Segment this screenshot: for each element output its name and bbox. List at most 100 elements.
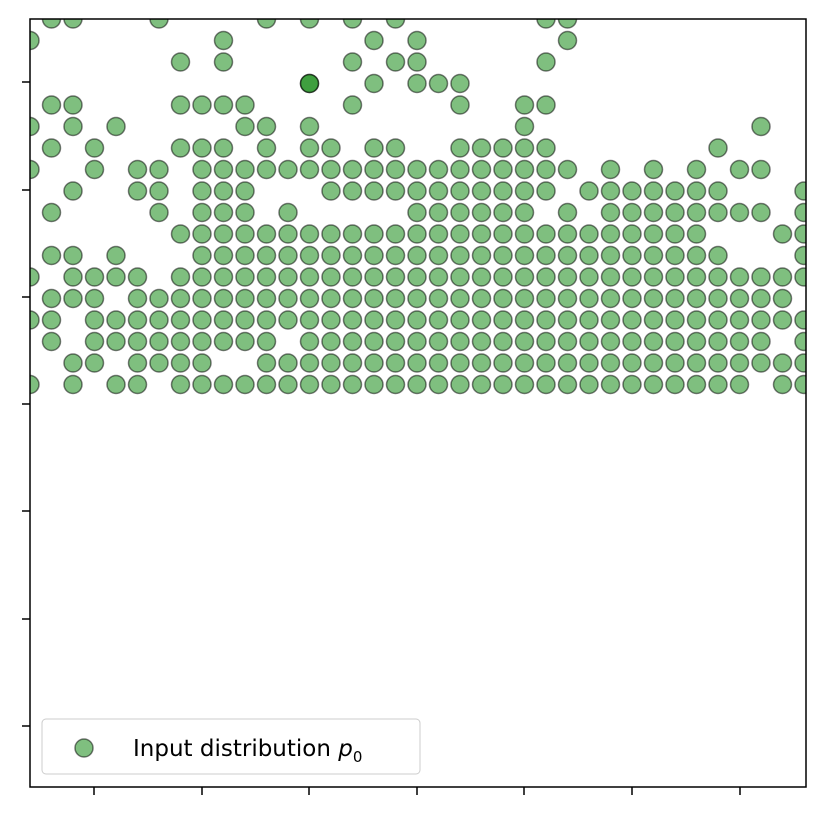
data-point bbox=[686, 374, 707, 395]
data-point bbox=[450, 95, 470, 115]
data-point bbox=[514, 159, 535, 180]
data-point bbox=[428, 331, 449, 352]
data-point bbox=[385, 52, 406, 72]
data-point bbox=[450, 73, 470, 94]
data-point bbox=[299, 19, 320, 29]
data-point bbox=[321, 353, 341, 373]
data-point bbox=[794, 353, 806, 373]
data-point bbox=[84, 159, 105, 180]
data-point bbox=[493, 331, 513, 352]
data-point bbox=[213, 224, 234, 244]
points-layer bbox=[30, 19, 806, 395]
data-point bbox=[622, 374, 642, 395]
plot-frame bbox=[29, 18, 807, 788]
data-point bbox=[342, 181, 363, 201]
data-point bbox=[708, 310, 728, 330]
data-point bbox=[493, 374, 513, 395]
data-point bbox=[84, 288, 105, 309]
data-point bbox=[686, 159, 707, 180]
data-point bbox=[342, 267, 363, 287]
data-point bbox=[514, 181, 535, 201]
data-point bbox=[127, 353, 148, 373]
data-point bbox=[708, 288, 728, 309]
data-point bbox=[278, 267, 298, 287]
data-point bbox=[407, 202, 427, 223]
data-point bbox=[256, 159, 277, 180]
data-point bbox=[557, 353, 578, 373]
data-point bbox=[536, 267, 556, 287]
data-point bbox=[493, 245, 513, 266]
data-point bbox=[428, 310, 449, 330]
axis-ticks bbox=[22, 81, 741, 795]
data-point bbox=[450, 138, 470, 158]
data-point bbox=[686, 331, 707, 352]
data-point bbox=[299, 138, 320, 158]
data-point bbox=[342, 374, 363, 395]
data-point bbox=[557, 224, 578, 244]
data-point bbox=[63, 353, 83, 373]
data-point bbox=[493, 310, 513, 330]
data-point bbox=[708, 267, 728, 287]
data-point bbox=[385, 353, 406, 373]
data-point bbox=[149, 181, 169, 201]
data-point bbox=[30, 310, 40, 330]
data-point bbox=[665, 224, 685, 244]
data-point bbox=[278, 310, 298, 330]
data-point bbox=[450, 331, 470, 352]
data-point bbox=[321, 159, 341, 180]
data-point bbox=[708, 138, 728, 158]
data-point bbox=[579, 245, 599, 266]
data-point bbox=[471, 331, 492, 352]
data-point bbox=[170, 310, 191, 330]
data-point bbox=[41, 138, 62, 158]
data-point bbox=[127, 331, 148, 352]
data-point bbox=[686, 310, 707, 330]
data-point bbox=[557, 310, 578, 330]
data-point bbox=[794, 267, 806, 287]
data-point bbox=[213, 52, 234, 72]
data-point bbox=[63, 288, 83, 309]
data-point bbox=[385, 331, 406, 352]
data-point bbox=[192, 138, 212, 158]
data-point bbox=[407, 181, 427, 201]
data-point bbox=[450, 181, 470, 201]
data-point bbox=[213, 267, 234, 287]
data-point bbox=[321, 310, 341, 330]
data-point bbox=[514, 267, 535, 287]
data-point bbox=[665, 267, 685, 287]
data-point bbox=[514, 331, 535, 352]
data-point bbox=[364, 353, 384, 373]
data-point bbox=[428, 181, 449, 201]
data-point bbox=[794, 245, 806, 266]
data-point bbox=[557, 159, 578, 180]
data-point bbox=[536, 374, 556, 395]
data-point bbox=[471, 288, 492, 309]
data-point bbox=[471, 245, 492, 266]
data-point bbox=[385, 159, 406, 180]
data-point bbox=[686, 288, 707, 309]
data-point bbox=[450, 224, 470, 244]
data-point bbox=[622, 267, 642, 287]
data-point bbox=[149, 353, 169, 373]
data-point bbox=[30, 159, 40, 180]
data-point bbox=[493, 159, 513, 180]
data-point bbox=[536, 159, 556, 180]
data-point bbox=[41, 19, 62, 29]
data-point bbox=[493, 202, 513, 223]
data-point bbox=[536, 331, 556, 352]
data-point bbox=[751, 267, 771, 287]
data-point bbox=[299, 159, 320, 180]
data-point bbox=[342, 353, 363, 373]
data-point bbox=[751, 353, 771, 373]
data-point bbox=[235, 202, 255, 223]
data-point bbox=[170, 353, 191, 373]
data-point bbox=[235, 288, 255, 309]
data-point bbox=[256, 267, 277, 287]
data-point bbox=[127, 159, 148, 180]
data-point bbox=[751, 331, 771, 352]
data-point bbox=[579, 224, 599, 244]
data-point bbox=[192, 159, 212, 180]
data-point bbox=[192, 353, 212, 373]
data-point bbox=[170, 331, 191, 352]
data-point bbox=[471, 159, 492, 180]
